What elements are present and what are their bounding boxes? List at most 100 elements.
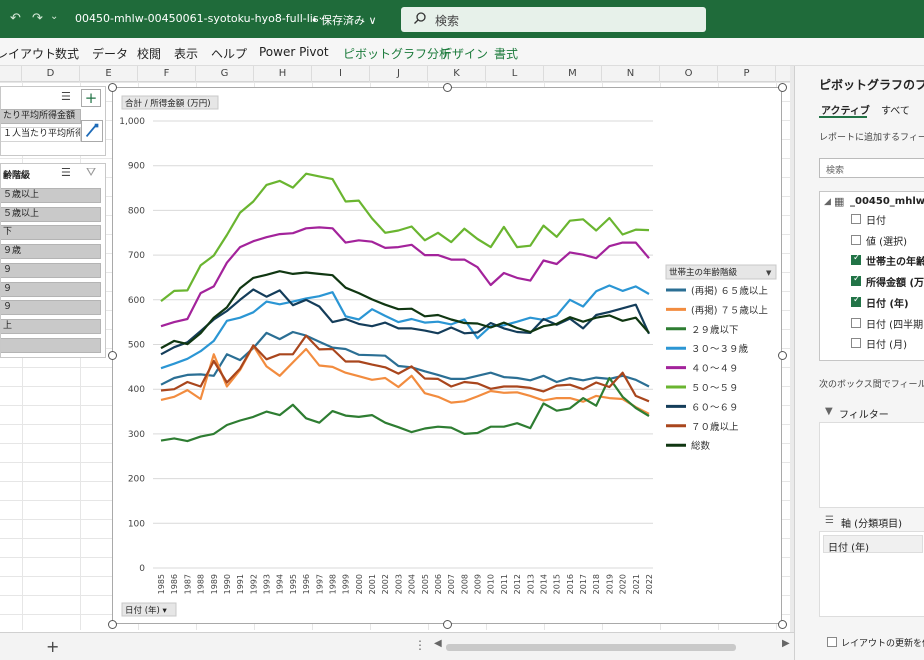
pivot-chart[interactable]: 0 100 200 300 400 500 600 700 800 900 1,000 1985 198… (112, 87, 782, 624)
save-status[interactable]: • 保存済み ∨ (311, 14, 377, 27)
field-label[interactable]: 日付 (866, 216, 886, 227)
ribbon-tab[interactable]: 表示 (174, 47, 199, 61)
x-tick-label: 1994 (276, 574, 285, 594)
clear-filter-icon[interactable]: ⛛ (86, 165, 97, 179)
resize-handle[interactable] (777, 619, 787, 629)
multi-select-icon[interactable]: ☰ (61, 90, 71, 103)
field-checkbox[interactable] (851, 274, 861, 287)
add-sheet-button[interactable]: + (46, 637, 60, 656)
collapse-icon[interactable]: ◢ (824, 197, 831, 207)
ribbon-tab[interactable]: データ (92, 47, 129, 61)
search-box[interactable]: 検索 (401, 7, 706, 32)
field-label[interactable]: 世帯主の年齢 (866, 257, 924, 269)
add-icon[interactable]: + (81, 89, 101, 107)
ribbon-tab[interactable]: ピボットグラフ分析 (343, 47, 452, 61)
field-label[interactable]: 日付 (年) (866, 298, 909, 310)
slicer-item[interactable]: ９ (1, 262, 101, 278)
column-header[interactable]: J (370, 66, 428, 82)
column-header[interactable]: L (486, 66, 544, 82)
horizontal-scrollbar-thumb[interactable] (446, 644, 736, 651)
column-header[interactable]: I (312, 66, 370, 82)
column-header[interactable]: K (428, 66, 486, 82)
column-header[interactable]: F (138, 66, 196, 82)
undo-icon[interactable]: ↶ (10, 11, 21, 26)
ribbon-tab[interactable]: デザイン (440, 47, 489, 61)
field-search-input[interactable]: 検索 (819, 158, 924, 178)
field-label[interactable]: 日付 (月) (866, 340, 907, 352)
slicer-item[interactable]: たり平均所得金額 (1, 109, 81, 124)
x-tick-label: 2013 (526, 574, 535, 594)
column-header[interactable]: M (544, 66, 602, 82)
field-label[interactable]: 値 (選択) (866, 236, 907, 248)
scroll-right-icon[interactable]: ▶ (782, 638, 790, 649)
column-header[interactable]: G (196, 66, 254, 82)
tab-split-handle[interactable]: ⋮ (414, 638, 426, 652)
field-checkbox[interactable] (851, 214, 861, 224)
y-tick-label: 1,000 (119, 117, 145, 127)
column-header[interactable]: D (22, 66, 80, 82)
slicer-item[interactable]: 下 (1, 225, 101, 241)
format-brush-icon[interactable] (81, 120, 103, 142)
redo-icon[interactable]: ↷ (32, 11, 43, 26)
ribbon-tab[interactable]: 校閲 (137, 47, 162, 61)
column-header[interactable] (0, 66, 22, 82)
x-tick-label: 1992 (249, 574, 258, 594)
column-header[interactable]: O (660, 66, 718, 82)
slicer-item[interactable]: １人当たり平均所得 (1, 127, 81, 142)
column-header[interactable]: P (718, 66, 776, 82)
document-title[interactable]: 00450-mhlw-00450061-syotoku-hyo8-full-li… (75, 12, 330, 25)
slicer-item[interactable]: ９歳 (1, 244, 101, 260)
resize-handle[interactable] (442, 619, 452, 629)
slicer-value[interactable]: ☰ + たり平均所得金額 １人当たり平均所得 (0, 86, 106, 156)
tab-all[interactable]: すべて (881, 106, 910, 117)
axis-field-item[interactable]: 日付 (年) (823, 535, 923, 554)
field-checkbox[interactable] (851, 295, 861, 307)
filter-drop-area[interactable] (819, 422, 924, 508)
series-line (160, 226, 650, 328)
resize-handle[interactable] (107, 351, 117, 360)
defer-update-checkbox[interactable] (827, 637, 837, 647)
ribbon-tab[interactable]: ヘルプ (211, 47, 248, 61)
slicer-item[interactable]: 上 (1, 318, 101, 334)
search-icon (414, 12, 426, 24)
qat-dropdown-icon[interactable]: ⌄ (50, 11, 59, 22)
slicer-item[interactable]: ５歳以上 (1, 206, 101, 222)
field-checkbox[interactable] (851, 253, 861, 266)
slicer-item[interactable] (1, 337, 101, 353)
resize-handle[interactable] (442, 82, 452, 92)
series-line (160, 330, 650, 388)
slicer-item[interactable]: ９ (1, 281, 101, 297)
slicer-item[interactable]: ５歳以上 (1, 188, 101, 203)
x-tick-label: 2001 (368, 574, 377, 594)
column-header[interactable]: E (80, 66, 138, 82)
slicer-age-group[interactable]: 齢階級 ☰ ⛛ ５歳以上 ５歳以上下 ９歳 ９ ９ ９ 上 (0, 163, 106, 358)
field-label[interactable]: 所得金額 (万 (866, 278, 924, 290)
slicer-item[interactable]: ９ (1, 300, 101, 316)
x-tick-label: 2007 (447, 574, 456, 594)
ribbon-tab[interactable]: 数式 (55, 47, 80, 61)
x-tick-label: 2003 (394, 574, 403, 594)
field-checkbox[interactable] (851, 338, 861, 349)
filter-area-label: フィルター (839, 410, 889, 421)
field-label[interactable]: 日付 (四半期 (866, 319, 924, 331)
resize-handle[interactable] (107, 82, 117, 92)
resize-handle[interactable] (107, 619, 117, 629)
field-checkbox[interactable] (851, 317, 861, 328)
title-bar: ↶ ↷ ⌄ 00450-mhlw-00450061-syotoku-hyo8-f… (0, 0, 924, 38)
multi-select-icon[interactable]: ☰ (61, 166, 71, 179)
vertical-scrollbar[interactable] (790, 66, 794, 632)
scroll-left-icon[interactable]: ◀ (434, 638, 442, 649)
column-header[interactable]: H (254, 66, 312, 82)
resize-handle[interactable] (777, 82, 787, 92)
tab-active[interactable]: アクティブ (821, 106, 870, 117)
table-name: _00450_mhlw (850, 196, 924, 207)
ribbon-tab[interactable]: Power Pivot (259, 45, 329, 59)
ribbon-tab[interactable]: レイアウト (0, 47, 57, 61)
ribbon-tab[interactable]: 書式 (494, 47, 519, 61)
column-header[interactable]: N (602, 66, 660, 82)
axis-drop-area[interactable]: 日付 (年) (819, 531, 924, 617)
legend-entry: ５０～５９ (691, 383, 739, 394)
resize-handle[interactable] (777, 351, 787, 360)
x-tick-label: 1985 (157, 574, 166, 594)
field-checkbox[interactable] (851, 234, 861, 245)
